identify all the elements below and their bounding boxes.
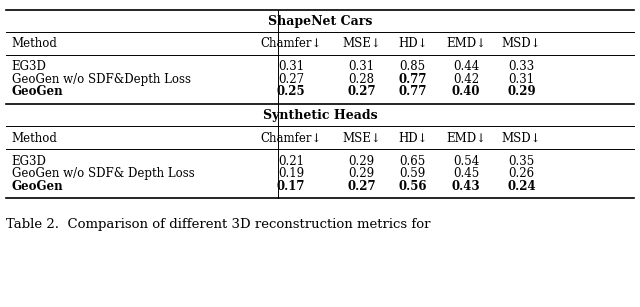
Text: GeoGen w/o SDF&Depth Loss: GeoGen w/o SDF&Depth Loss <box>12 73 191 86</box>
Text: MSD↓: MSD↓ <box>502 37 541 50</box>
Text: 0.27: 0.27 <box>348 85 376 98</box>
Text: 0.26: 0.26 <box>509 167 534 180</box>
Text: 0.17: 0.17 <box>277 180 305 192</box>
Text: HD↓: HD↓ <box>398 37 428 50</box>
Text: 0.29: 0.29 <box>508 85 536 98</box>
Text: EMD↓: EMD↓ <box>446 132 486 145</box>
Text: 0.59: 0.59 <box>399 167 426 180</box>
Text: 0.31: 0.31 <box>278 60 304 73</box>
Text: MSE↓: MSE↓ <box>342 37 381 50</box>
Text: 0.24: 0.24 <box>508 180 536 192</box>
Text: ShapeNet Cars: ShapeNet Cars <box>268 15 372 28</box>
Text: 0.77: 0.77 <box>399 73 427 86</box>
Text: 0.31: 0.31 <box>509 73 534 86</box>
Text: 0.40: 0.40 <box>452 85 480 98</box>
Text: GeoGen w/o SDF& Depth Loss: GeoGen w/o SDF& Depth Loss <box>12 167 195 180</box>
Text: 0.27: 0.27 <box>348 180 376 192</box>
Text: MSE↓: MSE↓ <box>342 132 381 145</box>
Text: EMD↓: EMD↓ <box>446 37 486 50</box>
Text: 0.25: 0.25 <box>277 85 305 98</box>
Text: 0.85: 0.85 <box>400 60 426 73</box>
Text: 0.33: 0.33 <box>508 60 535 73</box>
Text: Method: Method <box>12 37 58 50</box>
Text: Chamfer↓: Chamfer↓ <box>260 37 322 50</box>
Text: Chamfer↓: Chamfer↓ <box>260 132 322 145</box>
Text: 0.19: 0.19 <box>278 167 304 180</box>
Text: 0.28: 0.28 <box>349 73 374 86</box>
Text: 0.27: 0.27 <box>278 73 304 86</box>
Text: 0.45: 0.45 <box>452 167 479 180</box>
Text: 0.56: 0.56 <box>399 180 427 192</box>
Text: 0.29: 0.29 <box>349 155 374 168</box>
Text: EG3D: EG3D <box>12 155 46 168</box>
Text: MSD↓: MSD↓ <box>502 132 541 145</box>
Text: 0.29: 0.29 <box>349 167 374 180</box>
Text: 0.65: 0.65 <box>399 155 426 168</box>
Text: Synthetic Heads: Synthetic Heads <box>262 109 378 122</box>
Text: 0.43: 0.43 <box>452 180 480 192</box>
Text: 0.42: 0.42 <box>453 73 479 86</box>
Text: GeoGen: GeoGen <box>12 85 63 98</box>
Text: GeoGen: GeoGen <box>12 180 63 192</box>
Text: 0.54: 0.54 <box>452 155 479 168</box>
Text: HD↓: HD↓ <box>398 132 428 145</box>
Text: 0.35: 0.35 <box>508 155 535 168</box>
Text: Table 2.  Comparison of different 3D reconstruction metrics for: Table 2. Comparison of different 3D reco… <box>6 218 431 231</box>
Text: EG3D: EG3D <box>12 60 46 73</box>
Text: 0.31: 0.31 <box>349 60 374 73</box>
Text: Method: Method <box>12 132 58 145</box>
Text: 0.77: 0.77 <box>399 85 427 98</box>
Text: 0.21: 0.21 <box>278 155 304 168</box>
Text: 0.44: 0.44 <box>452 60 479 73</box>
